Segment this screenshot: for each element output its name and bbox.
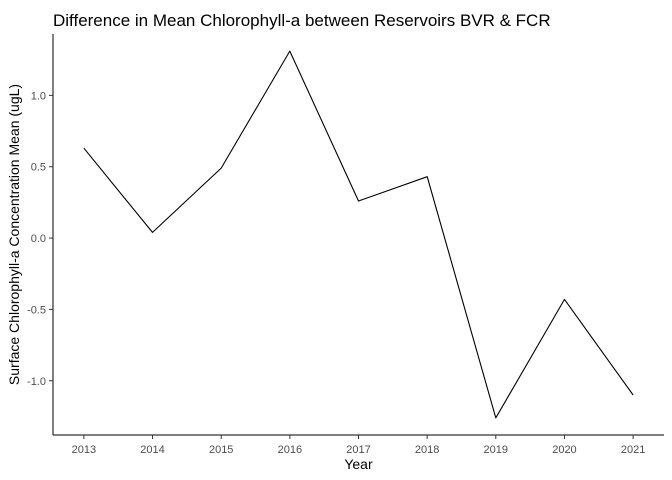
- series-line: [83, 50, 634, 419]
- y-tick-label: 0.0: [31, 233, 46, 245]
- y-axis-ticks: 1.0 0.5 0.0 -0.5 -1.0: [27, 90, 53, 388]
- plot-area: [83, 50, 634, 419]
- chart-title: Difference in Mean Chlorophyll-a between…: [53, 11, 551, 30]
- x-tick-label: 2018: [415, 444, 439, 456]
- x-tick-label: 2021: [621, 444, 645, 456]
- y-tick-label: -1.0: [27, 376, 46, 388]
- y-tick-label: 0.5: [31, 162, 46, 174]
- x-tick-label: 2013: [72, 444, 96, 456]
- x-tick-label: 2016: [278, 444, 302, 456]
- x-tick-label: 2014: [140, 444, 164, 456]
- y-tick-label: -0.5: [27, 304, 46, 316]
- y-tick-label: 1.0: [31, 90, 46, 102]
- x-tick-label: 2015: [209, 444, 233, 456]
- x-axis-ticks: 2013 2014 2015 2016 2017 2018 2019 2020 2021: [72, 435, 645, 456]
- x-axis-title: Year: [344, 456, 373, 472]
- y-axis-title: Surface Chlorophyll-a Concentration Mean…: [6, 84, 22, 385]
- x-tick-label: 2017: [346, 444, 370, 456]
- x-tick-label: 2019: [484, 444, 508, 456]
- x-tick-label: 2020: [552, 444, 576, 456]
